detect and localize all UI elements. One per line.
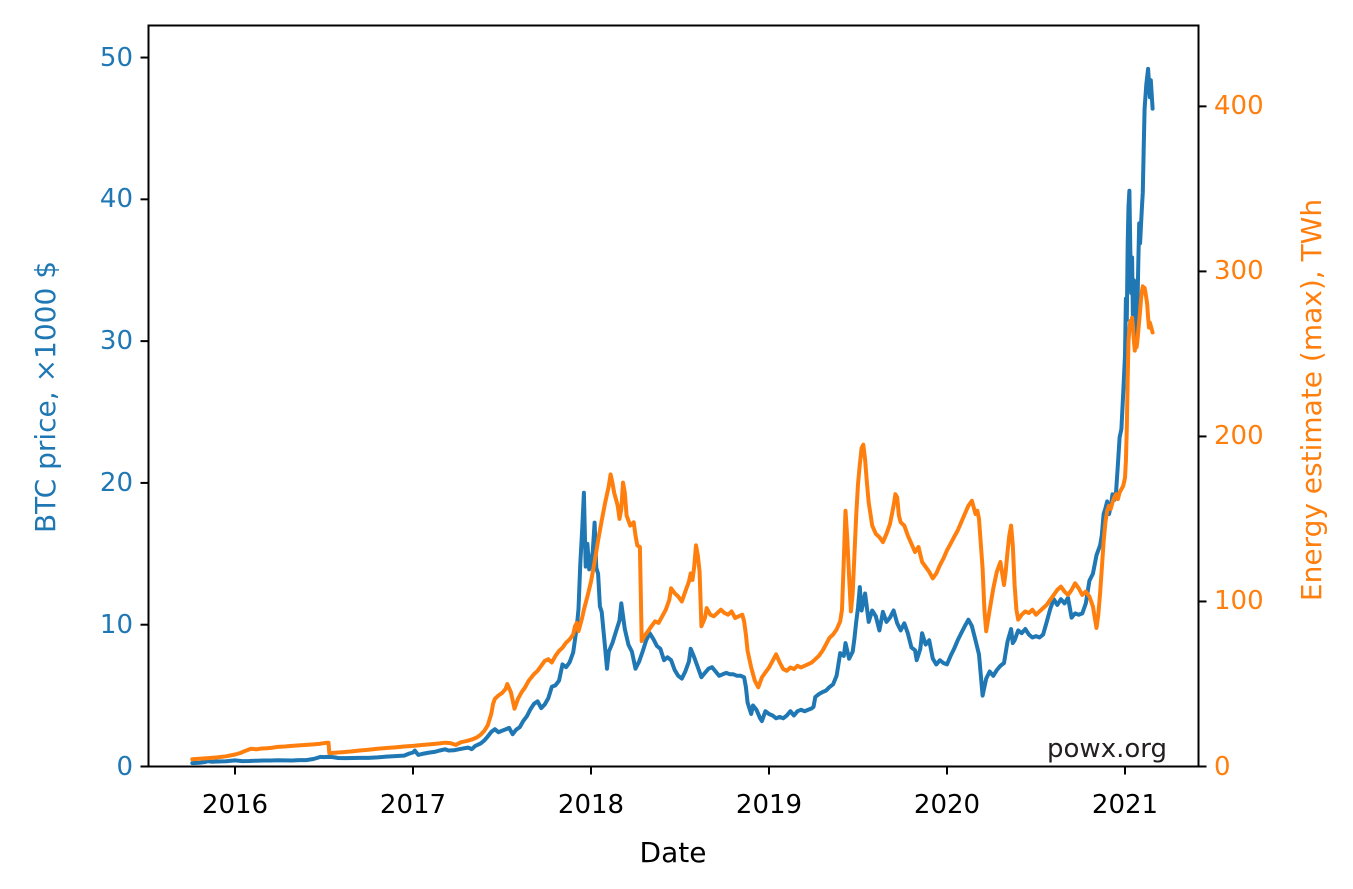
plot-border	[147, 24, 1200, 768]
y-axis-label-right: Energy estimate (max), TWh	[1295, 198, 1328, 602]
watermark-text: powx.org	[1047, 734, 1167, 764]
x-tick-label: 2020	[913, 790, 981, 820]
y-right-tick-label: 400	[1214, 91, 1264, 122]
y-left-tick-label: 40	[99, 184, 133, 215]
x-tick-label: 2017	[379, 790, 447, 820]
x-tick-label: 2016	[201, 790, 269, 820]
x-tick-label: 2018	[557, 790, 625, 820]
y-left-tick-label: 50	[99, 42, 133, 73]
energy-estimate-max--line	[190, 284, 1155, 762]
x-axis-label: Date	[639, 836, 707, 869]
y-right-tick-label: 300	[1214, 256, 1264, 287]
btc-price-line	[190, 66, 1155, 766]
y-left-tick-label: 0	[116, 751, 133, 782]
y-right-tick-label: 100	[1214, 586, 1264, 617]
x-tick-label: 2021	[1091, 790, 1159, 820]
y-left-tick-label: 30	[99, 326, 133, 357]
x-tick-label: 2019	[735, 790, 803, 820]
y-left-tick-label: 20	[99, 467, 133, 498]
y-left-tick-label: 10	[99, 609, 133, 640]
y-right-tick-label: 200	[1214, 421, 1264, 452]
y-right-tick-label: 0	[1214, 751, 1231, 782]
y-axis-label-left: BTC price, ×1000 $	[29, 260, 62, 534]
